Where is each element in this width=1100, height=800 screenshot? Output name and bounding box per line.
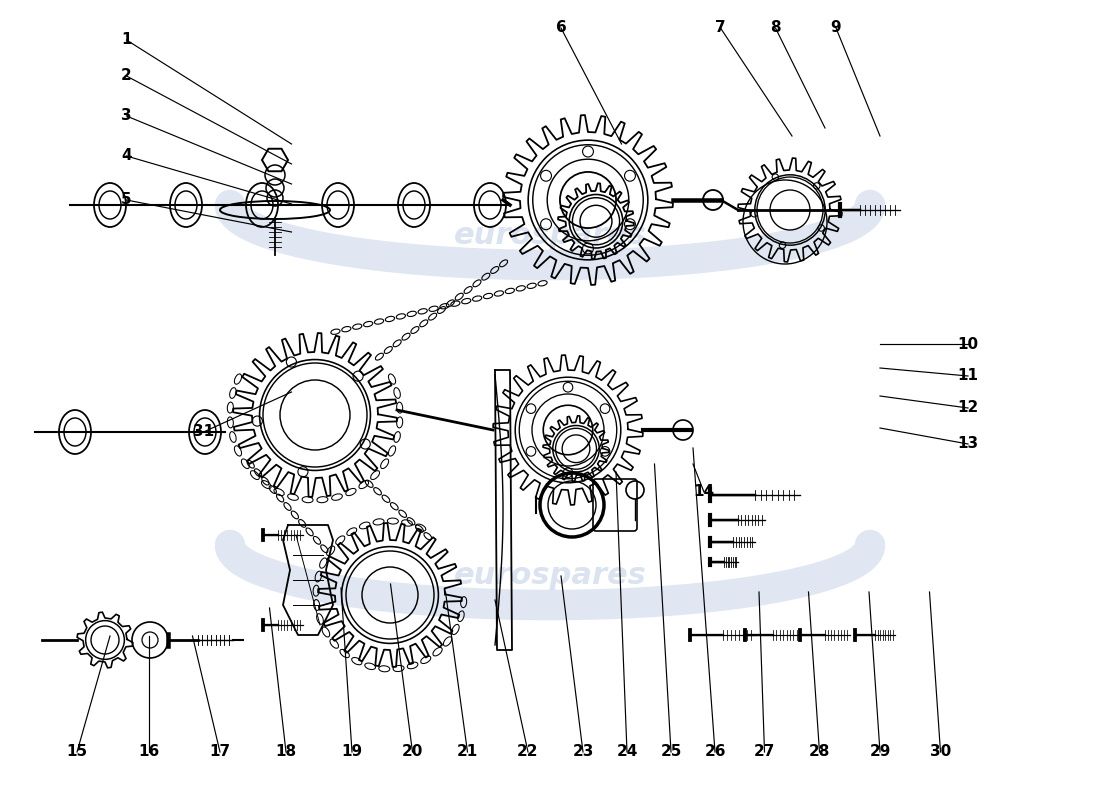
Text: 31: 31	[192, 425, 215, 439]
Text: 20: 20	[402, 745, 424, 759]
Text: 28: 28	[808, 745, 830, 759]
Text: 1: 1	[121, 33, 132, 47]
Text: 23: 23	[572, 745, 594, 759]
Text: 14: 14	[693, 485, 715, 499]
Text: 17: 17	[209, 745, 231, 759]
Text: 15: 15	[66, 745, 88, 759]
Text: 12: 12	[957, 401, 979, 415]
Text: eurospares: eurospares	[453, 221, 647, 250]
Text: 9: 9	[830, 21, 842, 35]
Text: 25: 25	[660, 745, 682, 759]
Text: 19: 19	[341, 745, 363, 759]
Text: 16: 16	[138, 745, 160, 759]
Text: 30: 30	[930, 745, 952, 759]
Text: 8: 8	[770, 21, 781, 35]
Text: 26: 26	[704, 745, 726, 759]
Text: eurospares: eurospares	[453, 561, 647, 590]
Text: 29: 29	[869, 745, 891, 759]
Text: 18: 18	[275, 745, 297, 759]
Text: 7: 7	[715, 21, 726, 35]
Text: 6: 6	[556, 21, 566, 35]
Text: 3: 3	[121, 109, 132, 123]
Text: 24: 24	[616, 745, 638, 759]
Text: 2: 2	[121, 69, 132, 83]
Text: 5: 5	[121, 193, 132, 207]
Text: 22: 22	[517, 745, 539, 759]
Text: 13: 13	[957, 437, 979, 451]
Text: 11: 11	[957, 369, 979, 383]
Text: 4: 4	[121, 149, 132, 163]
Text: 27: 27	[754, 745, 776, 759]
Text: 10: 10	[957, 337, 979, 351]
Text: 21: 21	[456, 745, 478, 759]
